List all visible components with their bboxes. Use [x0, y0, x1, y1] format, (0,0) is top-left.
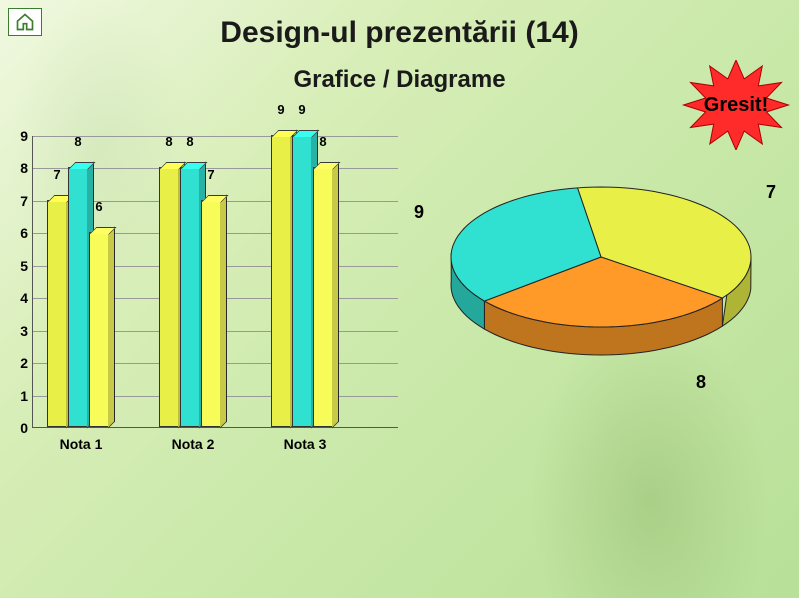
pie-chart: 9 7 8 [406, 172, 796, 432]
pie-slice-label: 9 [414, 202, 424, 223]
x-category-label: Nota 2 [148, 436, 238, 452]
bar-value-label: 8 [159, 134, 179, 149]
bar [271, 135, 291, 427]
bar-value-label: 8 [180, 134, 200, 149]
starburst-callout: Gresit! [681, 60, 791, 150]
pie-chart-svg [446, 172, 756, 372]
pie-slice-label: 7 [766, 182, 776, 203]
y-tick-label: 5 [6, 258, 28, 274]
bar-value-label: 6 [89, 199, 109, 214]
y-tick-label: 6 [6, 225, 28, 241]
y-tick-label: 1 [6, 388, 28, 404]
bar [47, 200, 67, 427]
pie-slice-label: 8 [696, 372, 706, 393]
bar-value-label: 9 [271, 102, 291, 117]
bar-value-label: 8 [313, 134, 333, 149]
y-tick-label: 7 [6, 193, 28, 209]
bar-value-label: 8 [68, 134, 88, 149]
y-tick-label: 2 [6, 355, 28, 371]
x-category-label: Nota 3 [260, 436, 350, 452]
bar-value-label: 7 [47, 167, 67, 182]
bar-chart-plot: 786887998 [32, 136, 398, 428]
bar [313, 167, 333, 427]
starburst-label: Gresit! [704, 94, 768, 117]
bar [180, 167, 200, 427]
bar [292, 135, 312, 427]
y-tick-label: 4 [6, 290, 28, 306]
bar-chart: 786887998 0123456789Nota 1Nota 2Nota 3 [6, 136, 401, 466]
y-tick-label: 8 [6, 160, 28, 176]
bar-value-label: 9 [292, 102, 312, 117]
x-category-label: Nota 1 [36, 436, 126, 452]
y-tick-label: 0 [6, 420, 28, 436]
y-tick-label: 9 [6, 128, 28, 144]
bar-value-label: 7 [201, 167, 221, 182]
page-subtitle: Grafice / Diagrame [0, 66, 799, 94]
bar [159, 167, 179, 427]
bar [201, 200, 221, 427]
bar [89, 232, 109, 427]
page-title: Design-ul prezentării (14) [0, 16, 799, 50]
bar [68, 167, 88, 427]
y-tick-label: 3 [6, 323, 28, 339]
